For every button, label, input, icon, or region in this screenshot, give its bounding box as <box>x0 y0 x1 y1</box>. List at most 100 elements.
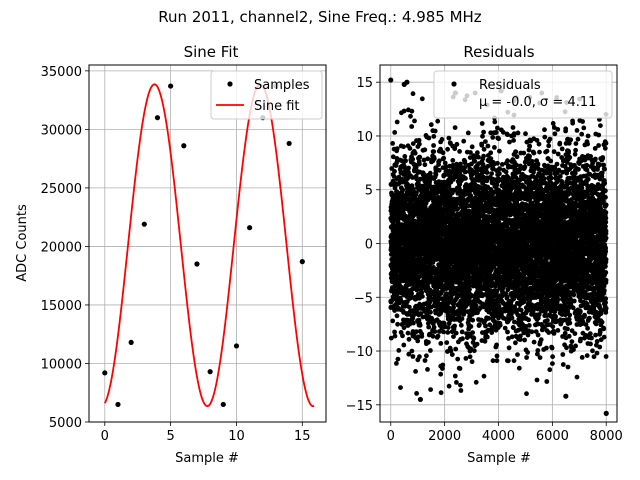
residual-point <box>489 171 494 177</box>
legend-sine-fit-label: Sine fit <box>254 99 300 114</box>
residual-point <box>431 143 436 148</box>
residual-point <box>420 294 425 299</box>
residual-point <box>492 119 498 125</box>
residual-point <box>433 172 439 178</box>
residual-point <box>432 128 438 134</box>
residual-point <box>441 155 447 161</box>
residual-point <box>484 170 490 175</box>
left-xtick-label: 10 <box>228 429 245 444</box>
residual-point <box>457 366 463 371</box>
residual-point <box>398 297 403 303</box>
sine-fit-ylabel: ADC Counts <box>15 204 30 282</box>
residual-point <box>417 322 423 328</box>
residual-point <box>453 346 459 352</box>
sine-fit-legend-box <box>210 70 323 120</box>
residual-point <box>473 379 479 385</box>
residual-point <box>394 361 399 366</box>
residual-point <box>479 121 485 126</box>
residual-point <box>467 287 472 292</box>
sine-fit-title: Sine Fit <box>184 43 239 61</box>
residual-point <box>450 158 456 163</box>
residual-point <box>428 309 433 315</box>
residual-point <box>470 317 476 323</box>
residual-point <box>514 154 520 160</box>
left-ytick-label: 25000 <box>41 182 82 197</box>
residual-point <box>438 390 444 396</box>
residual-point <box>449 352 455 357</box>
residual-point <box>409 348 415 354</box>
residual-point <box>408 113 413 119</box>
residual-point <box>410 315 416 321</box>
residual-point <box>505 358 511 364</box>
sine-fit-curve-layer <box>103 83 315 408</box>
residual-point <box>422 147 428 153</box>
residual-point <box>446 383 452 389</box>
residual-point <box>513 149 519 155</box>
residual-point <box>441 329 446 335</box>
residual-point <box>438 371 444 377</box>
residual-point <box>467 354 473 360</box>
residual-point <box>459 329 465 335</box>
residuals-title: Residuals <box>463 43 534 61</box>
sample-point <box>168 83 174 89</box>
residual-point <box>428 387 433 392</box>
sample-point <box>102 370 108 376</box>
residual-point <box>422 162 428 168</box>
residual-point <box>439 137 445 142</box>
residual-point <box>494 353 500 359</box>
residual-point <box>415 338 421 344</box>
residual-point <box>497 171 502 177</box>
residual-point <box>394 146 400 152</box>
sample-point <box>207 369 213 375</box>
residuals-panel: Residuals 0 2000 4000 6000 8000−15−10−505101… <box>346 43 623 466</box>
residual-point <box>407 146 413 151</box>
residual-point <box>417 354 422 360</box>
residual-point <box>431 134 437 139</box>
residual-point <box>497 166 502 172</box>
residual-point <box>432 329 438 334</box>
residual-point <box>480 133 485 139</box>
residual-point <box>510 125 516 130</box>
residual-point <box>514 162 519 168</box>
left-xtick-label: 15 <box>294 429 311 444</box>
sample-point <box>220 401 226 408</box>
residual-point <box>426 339 431 345</box>
residual-point <box>410 175 415 180</box>
residual-point <box>392 168 397 174</box>
residual-point <box>431 149 437 155</box>
residual-point <box>483 323 488 329</box>
residual-point <box>401 108 407 114</box>
sample-point <box>299 259 305 265</box>
left-ytick-label: 10000 <box>41 357 82 372</box>
sample-point <box>154 115 161 121</box>
residual-point <box>417 161 422 167</box>
residual-point <box>431 156 437 162</box>
residual-point <box>417 141 422 147</box>
left-ytick-label: 15000 <box>41 299 82 314</box>
residual-point <box>495 160 500 166</box>
residual-point <box>485 143 491 149</box>
residual-point <box>503 169 509 175</box>
residual-point <box>424 353 429 359</box>
residual-point <box>494 358 500 364</box>
residual-point <box>409 108 415 114</box>
sample-points-layer <box>102 83 305 408</box>
sine-fit-axes-frame <box>88 64 327 423</box>
residual-point <box>389 298 395 303</box>
figure-suptitle: Run 2011, channel2, Sine Freq.: 4.985 MH… <box>158 8 482 26</box>
residual-point <box>401 144 406 150</box>
residual-point <box>390 141 395 146</box>
residual-point <box>511 358 517 364</box>
residual-point <box>457 149 462 154</box>
residual-point <box>410 91 416 97</box>
residual-point <box>471 336 477 341</box>
residual-point <box>440 362 446 368</box>
residual-point <box>419 290 425 295</box>
residual-point <box>392 130 398 135</box>
residual-point <box>461 138 467 144</box>
residual-point <box>455 356 461 362</box>
residual-point <box>454 141 460 147</box>
residual-point <box>401 325 407 331</box>
